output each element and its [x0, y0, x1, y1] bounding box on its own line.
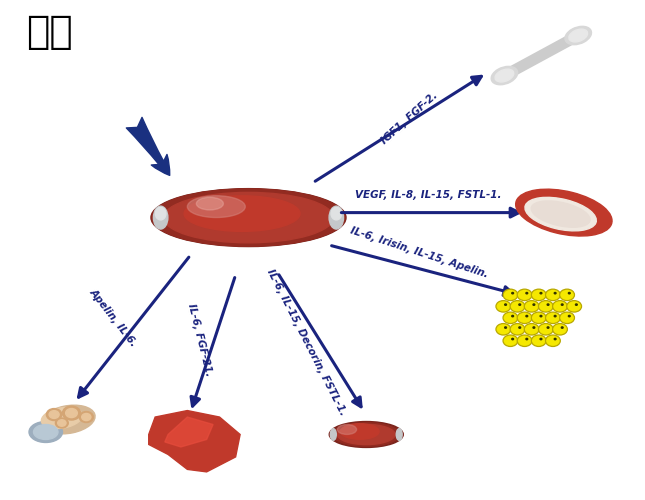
Circle shape — [554, 292, 556, 294]
Circle shape — [510, 300, 525, 312]
Circle shape — [79, 412, 94, 422]
Ellipse shape — [515, 189, 612, 236]
Circle shape — [526, 316, 528, 317]
Ellipse shape — [565, 26, 591, 44]
Ellipse shape — [491, 66, 518, 84]
Circle shape — [553, 300, 568, 312]
Circle shape — [504, 304, 506, 306]
Circle shape — [561, 327, 563, 328]
Circle shape — [568, 292, 570, 294]
Ellipse shape — [341, 424, 379, 440]
Circle shape — [510, 324, 525, 335]
Circle shape — [575, 304, 577, 306]
Circle shape — [531, 289, 546, 300]
Ellipse shape — [331, 208, 342, 220]
Circle shape — [503, 312, 518, 324]
Circle shape — [547, 304, 549, 306]
Circle shape — [540, 292, 542, 294]
Ellipse shape — [187, 196, 245, 218]
Circle shape — [546, 312, 561, 324]
Circle shape — [517, 289, 532, 300]
Circle shape — [511, 292, 513, 294]
Ellipse shape — [184, 196, 300, 232]
Ellipse shape — [155, 208, 166, 220]
Ellipse shape — [337, 424, 357, 434]
Circle shape — [531, 335, 546, 346]
Text: IGF1, FGF-2.: IGF1, FGF-2. — [379, 90, 439, 146]
Circle shape — [533, 327, 535, 328]
Ellipse shape — [164, 192, 333, 243]
Ellipse shape — [151, 188, 346, 246]
Circle shape — [567, 300, 582, 312]
Circle shape — [540, 338, 542, 340]
Circle shape — [547, 327, 549, 328]
Text: IL-6, FGF-21.: IL-6, FGF-21. — [186, 302, 214, 377]
Circle shape — [568, 316, 570, 317]
Circle shape — [511, 316, 513, 317]
Ellipse shape — [531, 201, 590, 227]
Circle shape — [55, 418, 68, 428]
Circle shape — [519, 327, 521, 328]
Circle shape — [531, 312, 546, 324]
Ellipse shape — [196, 198, 223, 210]
Circle shape — [554, 338, 556, 340]
Circle shape — [526, 292, 528, 294]
Circle shape — [560, 312, 575, 324]
Circle shape — [554, 316, 556, 317]
FancyArrowPatch shape — [507, 37, 576, 74]
Text: VEGF, IL-8, IL-15, FSTL-1.: VEGF, IL-8, IL-15, FSTL-1. — [355, 190, 502, 200]
Circle shape — [57, 420, 66, 426]
Circle shape — [546, 335, 561, 346]
Circle shape — [517, 312, 532, 324]
Ellipse shape — [495, 69, 514, 82]
Polygon shape — [149, 410, 240, 472]
Circle shape — [524, 300, 539, 312]
Circle shape — [546, 289, 561, 300]
Circle shape — [539, 324, 553, 335]
Circle shape — [503, 289, 518, 300]
Ellipse shape — [330, 428, 336, 440]
Text: Apelin, IL-6.: Apelin, IL-6. — [88, 286, 139, 348]
Circle shape — [519, 304, 521, 306]
Circle shape — [63, 406, 81, 420]
Ellipse shape — [154, 206, 168, 229]
Circle shape — [524, 324, 539, 335]
Circle shape — [496, 324, 511, 335]
Circle shape — [503, 335, 518, 346]
Circle shape — [66, 408, 77, 418]
Ellipse shape — [41, 408, 83, 428]
Text: IL-6, IL-15, Decorin, FSTL-1.: IL-6, IL-15, Decorin, FSTL-1. — [265, 268, 348, 417]
Circle shape — [539, 300, 553, 312]
Circle shape — [46, 408, 62, 420]
Ellipse shape — [333, 423, 399, 446]
Circle shape — [526, 338, 528, 340]
Ellipse shape — [41, 405, 95, 434]
Ellipse shape — [396, 428, 402, 440]
Circle shape — [511, 338, 513, 340]
Circle shape — [517, 335, 532, 346]
Text: 🏋🏃: 🏋🏃 — [26, 13, 73, 51]
Ellipse shape — [29, 422, 63, 442]
Circle shape — [496, 300, 511, 312]
Circle shape — [49, 410, 59, 418]
Circle shape — [560, 289, 575, 300]
Circle shape — [533, 304, 535, 306]
Circle shape — [561, 304, 563, 306]
Ellipse shape — [337, 424, 395, 444]
Circle shape — [504, 327, 506, 328]
Circle shape — [553, 324, 568, 335]
Polygon shape — [165, 417, 213, 447]
Ellipse shape — [152, 189, 345, 246]
Ellipse shape — [329, 422, 403, 448]
Circle shape — [82, 414, 91, 420]
Ellipse shape — [569, 29, 588, 42]
Ellipse shape — [525, 198, 597, 231]
Circle shape — [540, 316, 542, 317]
Ellipse shape — [34, 424, 58, 440]
Ellipse shape — [329, 206, 344, 229]
Text: IL-6, Irisin, IL-15, Apelin.: IL-6, Irisin, IL-15, Apelin. — [349, 226, 490, 280]
